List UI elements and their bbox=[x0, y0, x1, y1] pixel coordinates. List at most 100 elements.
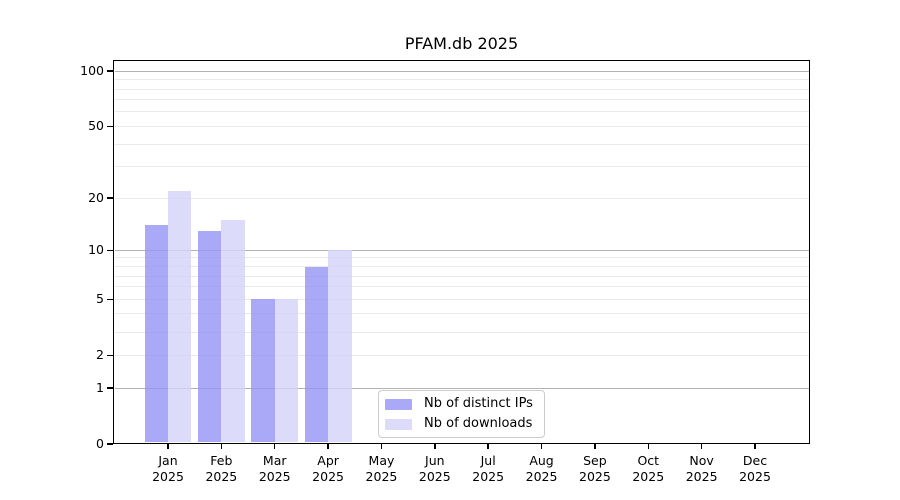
x-tick-month: Feb bbox=[210, 453, 233, 468]
y-minor-gridline bbox=[114, 143, 809, 145]
legend-label: Nb of distinct IPs bbox=[424, 396, 533, 411]
y-tick-label: 50 bbox=[88, 118, 104, 134]
x-tick-mark bbox=[540, 444, 543, 449]
y-tick-mark bbox=[107, 125, 113, 128]
x-tick-label: Aug 2025 bbox=[512, 453, 572, 484]
y-minor-gridline bbox=[114, 286, 809, 288]
y-gridline bbox=[114, 197, 809, 199]
y-minor-gridline bbox=[114, 88, 809, 90]
x-tick-label: May 2025 bbox=[351, 453, 411, 484]
y-tick-label: 1 bbox=[96, 380, 104, 395]
x-tick-year: 2025 bbox=[472, 468, 505, 484]
x-tick-label: Mar 2025 bbox=[245, 453, 305, 484]
bar-downloads bbox=[168, 190, 192, 443]
y-tick-label: 100 bbox=[80, 63, 104, 79]
x-tick-year: 2025 bbox=[525, 468, 558, 484]
x-tick-mark bbox=[434, 444, 436, 449]
x-tick-mark bbox=[273, 444, 276, 449]
x-tick-mark bbox=[700, 444, 703, 449]
x-tick-mark bbox=[167, 444, 169, 449]
bar-distinct-ips bbox=[304, 266, 329, 443]
x-tick-year: 2025 bbox=[312, 468, 344, 484]
x-tick-year: 2025 bbox=[152, 468, 184, 484]
x-tick-label: Dec 2025 bbox=[725, 453, 785, 484]
x-tick-label: Sep 2025 bbox=[565, 453, 625, 484]
x-tick-label: Jun 2025 bbox=[405, 453, 465, 484]
y-tick-mark bbox=[107, 249, 113, 252]
y-tick-mark bbox=[107, 70, 113, 72]
y-tick-mark bbox=[107, 197, 113, 199]
legend-label: Nb of downloads bbox=[424, 416, 533, 431]
bar-distinct-ips bbox=[197, 230, 222, 443]
y-tick-label: 2 bbox=[96, 347, 104, 363]
x-tick-label: Feb 2025 bbox=[191, 453, 251, 484]
y-tick-label: 0 bbox=[96, 436, 104, 451]
x-tick-month: Jan bbox=[158, 453, 178, 468]
bar-downloads bbox=[274, 299, 299, 443]
x-tick-label: Jul 2025 bbox=[458, 453, 518, 484]
x-tick-month: May bbox=[368, 453, 395, 468]
x-tick-year: 2025 bbox=[205, 468, 238, 484]
y-minor-gridline bbox=[114, 79, 809, 81]
x-tick-month: Mar bbox=[262, 453, 287, 468]
x-tick-mark bbox=[647, 444, 650, 449]
x-tick-label: Oct 2025 bbox=[618, 453, 678, 484]
x-tick-month: Jul bbox=[480, 453, 496, 468]
y-gridline bbox=[114, 298, 809, 300]
y-minor-gridline bbox=[114, 111, 809, 113]
y-major-gridline bbox=[114, 70, 809, 72]
x-tick-label: Jan 2025 bbox=[138, 453, 198, 484]
y-tick-mark bbox=[107, 354, 113, 356]
legend-row: Nb of downloads bbox=[385, 417, 536, 431]
x-tick-month: Nov bbox=[689, 453, 714, 468]
x-tick-year: 2025 bbox=[365, 468, 398, 484]
chart-title: PFAM.db 2025 bbox=[404, 34, 519, 53]
x-tick-month: Jun bbox=[425, 453, 445, 468]
y-minor-gridline bbox=[114, 331, 809, 333]
x-tick-label: Apr 2025 bbox=[298, 453, 358, 484]
y-gridline bbox=[114, 354, 809, 356]
x-tick-mark bbox=[487, 444, 489, 449]
x-tick-label: Nov 2025 bbox=[672, 453, 732, 484]
y-gridline bbox=[114, 125, 809, 127]
bar-distinct-ips bbox=[144, 225, 168, 443]
y-minor-gridline bbox=[114, 313, 809, 315]
y-minor-gridline bbox=[114, 266, 809, 267]
x-tick-mark bbox=[327, 444, 329, 449]
y-major-gridline bbox=[114, 249, 809, 251]
x-tick-mark bbox=[594, 444, 596, 449]
y-minor-gridline bbox=[114, 275, 809, 277]
y-major-gridline bbox=[114, 387, 809, 389]
y-tick-label: 20 bbox=[88, 190, 104, 206]
legend-swatch-icon bbox=[385, 418, 412, 430]
y-minor-gridline bbox=[114, 257, 809, 259]
y-tick-mark bbox=[107, 387, 113, 389]
bar-distinct-ips bbox=[251, 299, 275, 443]
x-tick-month: Apr bbox=[317, 453, 339, 468]
y-minor-gridline bbox=[114, 99, 809, 101]
x-tick-year: 2025 bbox=[579, 468, 611, 484]
x-tick-year: 2025 bbox=[258, 468, 291, 484]
plot-border bbox=[113, 60, 810, 444]
y-tick-mark bbox=[107, 443, 113, 445]
legend-swatch-icon bbox=[385, 398, 412, 410]
x-tick-month: Aug bbox=[529, 453, 554, 468]
y-tick-label: 10 bbox=[88, 242, 104, 258]
x-tick-month: Sep bbox=[583, 453, 607, 468]
x-tick-year: 2025 bbox=[632, 468, 665, 484]
bar-downloads bbox=[221, 220, 245, 443]
x-tick-mark bbox=[380, 444, 383, 449]
x-tick-year: 2025 bbox=[418, 468, 451, 484]
x-tick-month: Oct bbox=[637, 453, 660, 468]
bar-downloads bbox=[328, 250, 352, 443]
legend: Nb of distinct IPs Nb of downloads bbox=[378, 390, 545, 438]
x-tick-mark bbox=[220, 444, 223, 449]
legend-row: Nb of distinct IPs bbox=[385, 397, 536, 411]
x-tick-mark bbox=[754, 444, 756, 449]
y-tick-mark bbox=[107, 298, 113, 300]
x-tick-year: 2025 bbox=[739, 468, 771, 484]
y-tick-label: 5 bbox=[96, 291, 104, 307]
x-tick-year: 2025 bbox=[685, 468, 718, 484]
